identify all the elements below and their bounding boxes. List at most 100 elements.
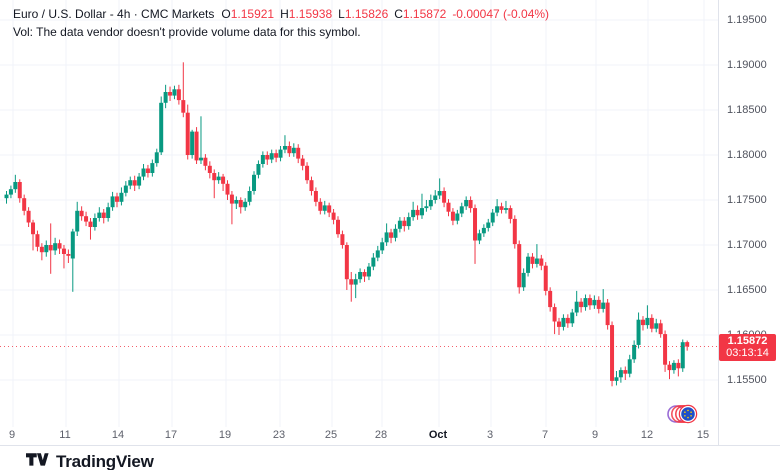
candle-body [243, 201, 248, 208]
candle-body [282, 146, 287, 150]
candle-body [132, 180, 137, 186]
candle-body [106, 207, 111, 218]
candle-body [640, 319, 645, 326]
candle-body [291, 147, 296, 154]
candle-body [658, 323, 663, 335]
time-axis-label: 25 [324, 429, 338, 441]
candle-body [296, 147, 301, 159]
candle-body [216, 176, 221, 181]
candle-body [48, 245, 53, 251]
candle-body [234, 200, 239, 204]
symbol-title[interactable]: Euro / U.S. Dollar - 4h · CMC Markets [13, 7, 215, 21]
candle-body [309, 180, 314, 191]
high-value: H1.15938 [280, 7, 333, 21]
candle-body [13, 182, 18, 190]
candle-body [53, 243, 58, 251]
tradingview-logo-mark [26, 453, 49, 466]
bar-countdown: 03:13:14 [726, 347, 769, 360]
candle-body [119, 192, 124, 202]
candle-body [393, 228, 398, 238]
candle-body [207, 165, 212, 173]
candle-body [406, 217, 411, 227]
candle-body [384, 232, 389, 243]
economic-event-marker[interactable] [666, 401, 704, 432]
candle-body [163, 92, 168, 103]
candle-body [552, 307, 557, 322]
candle-body [411, 209, 416, 218]
candle-body [676, 362, 681, 369]
candle-body [35, 234, 40, 247]
tradingview-logo[interactable]: TradingView [26, 452, 154, 470]
candle-body [252, 174, 257, 191]
change-value: -0.00047 (-0.04%) [452, 7, 550, 21]
candle-body [579, 301, 584, 308]
candle-body [269, 153, 274, 160]
candle-body [159, 102, 164, 153]
time-axis[interactable]: 9 11 14 17 19 23 25 28 Oct 3 7 9 12 15 [0, 427, 718, 445]
candle-body [402, 220, 407, 227]
candle-body [380, 242, 385, 251]
candle-body [75, 210, 80, 232]
candle-body [344, 245, 349, 280]
candle-body [499, 206, 504, 210]
time-axis-label: 14 [111, 429, 125, 441]
candle-body [481, 227, 486, 234]
candle-body [340, 234, 345, 245]
candle-body [225, 183, 230, 195]
last-price-value: 1.15872 [727, 334, 768, 347]
candle-body [31, 222, 36, 235]
candle-body [44, 245, 49, 253]
candle-body [203, 157, 208, 166]
price-axis-label: 1.19500 [727, 13, 767, 26]
candle-body [137, 176, 142, 186]
time-axis-label: 12 [640, 429, 654, 441]
candle-body [92, 218, 97, 227]
candle-body [486, 222, 491, 228]
price-axis-label: 1.19000 [727, 58, 767, 71]
candle-body [459, 206, 464, 214]
candle-body [592, 299, 597, 306]
candle-body [150, 163, 155, 173]
candle-body [667, 364, 672, 371]
candle-body [39, 246, 44, 253]
candle-body [26, 210, 31, 223]
candle-body [101, 212, 106, 218]
volume-status-text: Vol: The data vendor doesn't provide vol… [13, 25, 361, 39]
candle-body [287, 146, 292, 154]
axis-separator-line [0, 445, 780, 446]
price-axis[interactable]: 1.19500 1.19000 1.18500 1.18000 1.17500 1.170… [718, 0, 780, 446]
candle-body [145, 168, 150, 173]
candle-body [327, 205, 332, 213]
candle-body [22, 198, 27, 211]
candle-body [450, 211, 455, 221]
candle-body [565, 317, 570, 324]
candle-body [349, 279, 354, 285]
candle-body [88, 221, 93, 227]
price-axis-label: 1.17000 [727, 238, 767, 251]
candle-body [680, 342, 685, 369]
candle-body [128, 180, 133, 186]
candle-body [358, 272, 363, 280]
candle-body [278, 149, 283, 158]
candle-body [587, 298, 592, 306]
candle-body [110, 196, 115, 208]
candle-body [468, 200, 473, 209]
candle-body [433, 195, 438, 200]
candle-body [570, 312, 575, 324]
price-axis-label: 1.15500 [727, 373, 767, 386]
candle-body [561, 317, 566, 327]
candle-body [557, 321, 561, 327]
time-axis-label: Oct [428, 429, 448, 441]
candle-body [446, 202, 451, 212]
time-axis-label: 15 [696, 429, 710, 441]
candle-body [495, 206, 500, 213]
candle-body [61, 248, 66, 254]
candle-body [437, 191, 442, 196]
candlestick-plot-area[interactable] [0, 0, 718, 445]
candle-body [362, 272, 367, 277]
tradingview-logo-text: TradingView [56, 452, 154, 470]
candle-body [247, 191, 252, 202]
candle-body [185, 112, 190, 155]
candle-body [685, 342, 690, 347]
